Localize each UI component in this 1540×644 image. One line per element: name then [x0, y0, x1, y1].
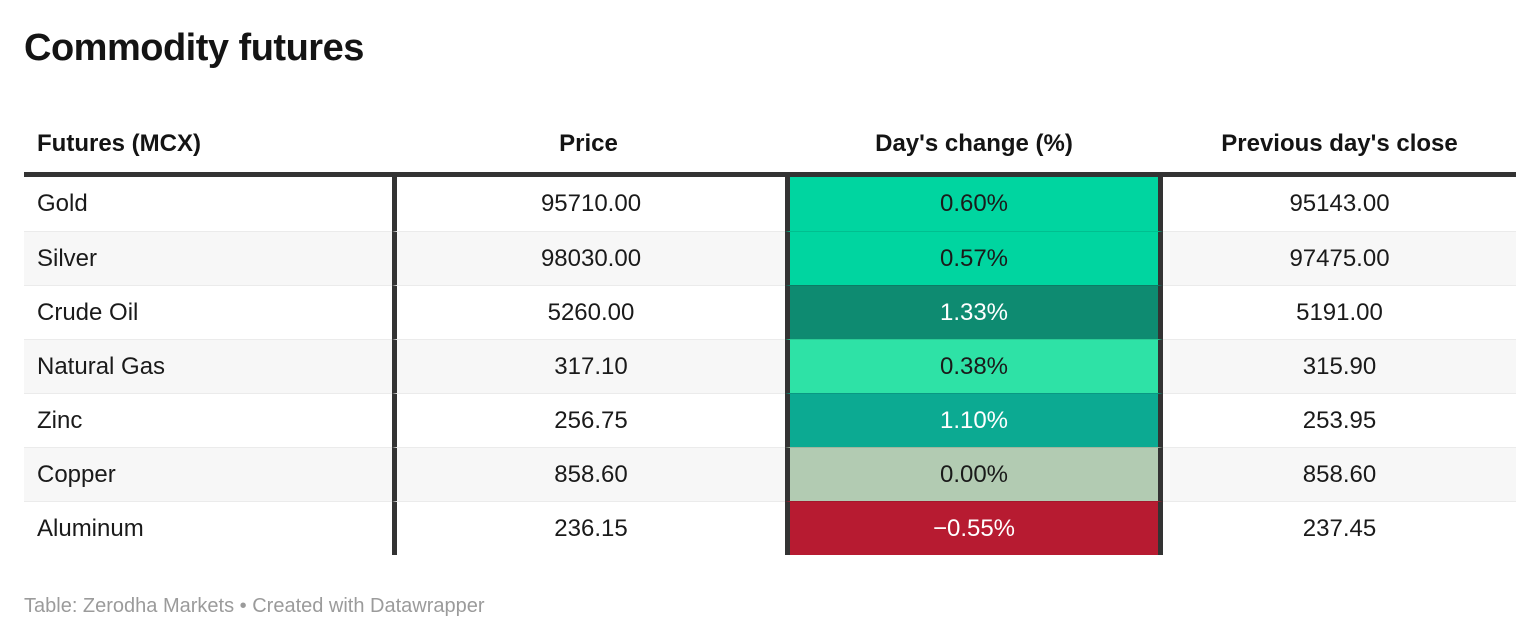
cell-day-change: 0.38% [785, 339, 1163, 393]
table-row: Aluminum 236.15 −0.55% 237.45 [24, 501, 1516, 555]
cell-price: 858.60 [392, 447, 785, 501]
cell-price: 317.10 [392, 339, 785, 393]
table-row: Zinc 256.75 1.10% 253.95 [24, 393, 1516, 447]
cell-future-name: Copper [24, 447, 392, 501]
cell-future-name: Crude Oil [24, 285, 392, 339]
cell-future-name: Gold [37, 190, 88, 217]
cell-prev-close: 95143.00 [1289, 190, 1390, 217]
table-header-row: Futures (MCX) Price Day's change (%) Pre… [24, 116, 1516, 177]
cell-day-change: 1.10% [785, 393, 1163, 447]
column-header-price: Price [559, 130, 618, 157]
page-title: Commodity futures [24, 27, 364, 69]
column-header-day-change: Day's change (%) [875, 130, 1073, 157]
cell-prev-close: 253.95 [1163, 393, 1516, 447]
cell-day-change: −0.55% [785, 501, 1163, 555]
cell-price: 256.75 [392, 393, 785, 447]
cell-future-name: Natural Gas [24, 339, 392, 393]
cell-prev-close: 237.45 [1163, 501, 1516, 555]
cell-prev-close: 5191.00 [1163, 285, 1516, 339]
cell-future-name: Silver [24, 231, 392, 285]
cell-day-change: 0.00% [785, 447, 1163, 501]
cell-price: 5260.00 [392, 285, 785, 339]
cell-prev-close: 315.90 [1163, 339, 1516, 393]
cell-price: 236.15 [392, 501, 785, 555]
futures-table: Futures (MCX) Price Day's change (%) Pre… [24, 116, 1516, 555]
cell-future-name: Zinc [24, 393, 392, 447]
table-row: Crude Oil 5260.00 1.33% 5191.00 [24, 285, 1516, 339]
cell-prev-close: 97475.00 [1163, 231, 1516, 285]
table-row: Silver 98030.00 0.57% 97475.00 [24, 231, 1516, 285]
cell-day-change: 0.57% [785, 231, 1163, 285]
table-row: Natural Gas 317.10 0.38% 315.90 [24, 339, 1516, 393]
cell-day-change: 1.33% [785, 285, 1163, 339]
cell-future-name: Aluminum [24, 501, 392, 555]
cell-prev-close: 858.60 [1163, 447, 1516, 501]
cell-price: 95710.00 [392, 177, 785, 231]
column-header-futures: Futures (MCX) [37, 130, 201, 157]
attribution-text: Table: Zerodha Markets • Created with Da… [24, 595, 485, 617]
table-row: Copper 858.60 0.00% 858.60 [24, 447, 1516, 501]
cell-day-change: 0.60% [785, 177, 1163, 231]
table-row: Gold 95710.00 0.60% 95143.00 [24, 177, 1516, 231]
column-header-prev-close: Previous day's close [1221, 130, 1458, 157]
cell-price: 98030.00 [392, 231, 785, 285]
table-body: Gold 95710.00 0.60% 95143.00 Silver 9803… [24, 177, 1516, 555]
